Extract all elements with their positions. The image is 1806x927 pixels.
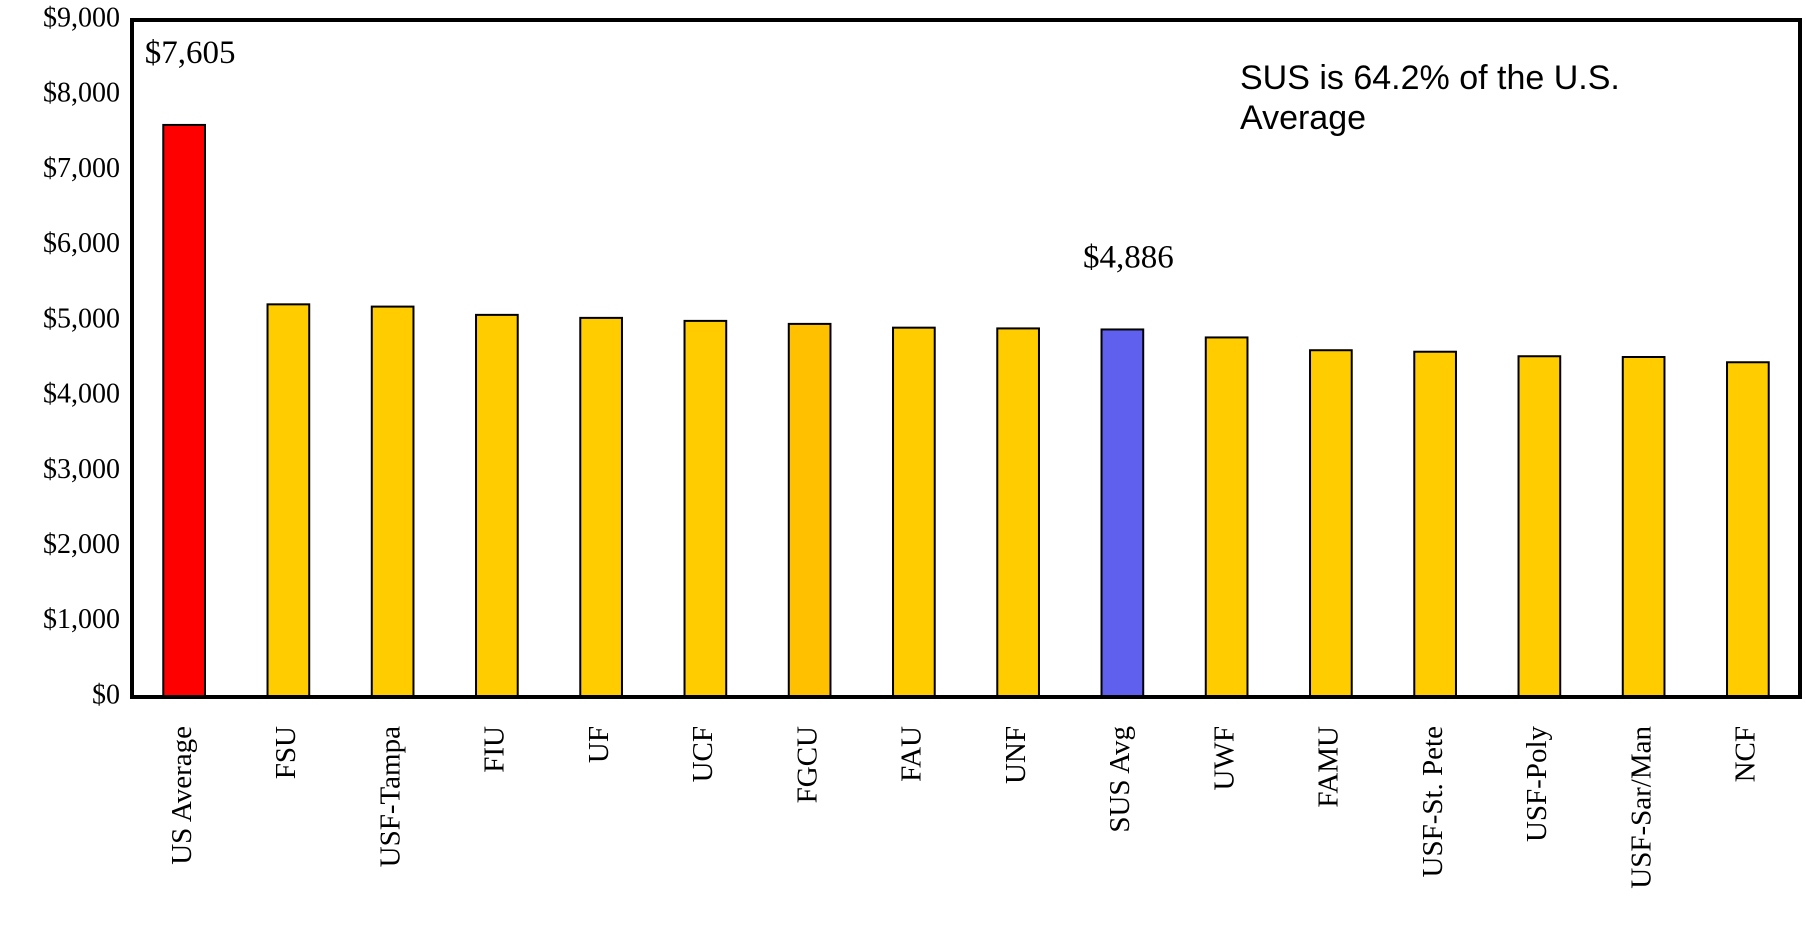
x-tick-label: UNF: [1000, 726, 1032, 784]
plot-frame: [130, 18, 1802, 699]
x-tick-label: FAMU: [1313, 726, 1345, 808]
y-tick-label: $2,000: [43, 529, 120, 560]
bar: [683, 319, 728, 698]
y-tick-label: $6,000: [43, 228, 120, 259]
bar: [1100, 328, 1145, 698]
x-tick-label: NCF: [1730, 726, 1762, 782]
y-tick-label: $7,000: [43, 153, 120, 184]
bar: [579, 316, 623, 698]
x-tick-label: FIU: [479, 726, 511, 773]
x-tick-label: US Average: [166, 726, 198, 865]
x-tick-label: FGCU: [791, 726, 823, 803]
x-tick-label: USF-Tampa: [374, 726, 406, 867]
bar: [475, 313, 519, 698]
bar: [996, 327, 1040, 698]
x-tick-label: SUS Avg: [1104, 726, 1136, 833]
bar: [266, 303, 311, 698]
bar: [1621, 355, 1666, 698]
x-tick-label: UWF: [1208, 726, 1240, 790]
y-tick-label: $1,000: [43, 604, 120, 635]
bar: [1413, 350, 1457, 698]
x-tick-label: USF-Sar/Man: [1625, 726, 1657, 889]
y-tick-label: $8,000: [43, 78, 120, 109]
value-label: $4,886: [1083, 239, 1174, 275]
x-tick-label: FSU: [270, 726, 302, 779]
x-tick-label: UCF: [687, 726, 719, 782]
annotation: SUS is 64.2% of the U.S. Average: [1240, 59, 1620, 137]
bar: [1726, 361, 1770, 698]
x-tick-label: USF-Poly: [1521, 726, 1553, 843]
bar: [1517, 355, 1562, 698]
bar: [1309, 349, 1353, 698]
x-tick-label: UF: [583, 726, 615, 763]
bar: [787, 322, 832, 698]
bar: [1204, 336, 1249, 698]
bar: [370, 305, 415, 698]
y-tick-label: $4,000: [43, 379, 120, 410]
bar: [892, 326, 936, 698]
y-tick-label: $9,000: [43, 2, 120, 33]
bar: [162, 123, 206, 698]
value-label: $7,605: [145, 35, 236, 71]
y-tick-label: $0: [92, 679, 120, 710]
x-tick-label: USF-St. Pete: [1417, 726, 1449, 877]
annotation-box: SUS is 64.2% of the U.S. Average: [1240, 59, 1620, 137]
x-tick-label: FAU: [896, 726, 928, 782]
y-tick-label: $3,000: [43, 454, 120, 485]
y-tick-label: $5,000: [43, 303, 120, 334]
